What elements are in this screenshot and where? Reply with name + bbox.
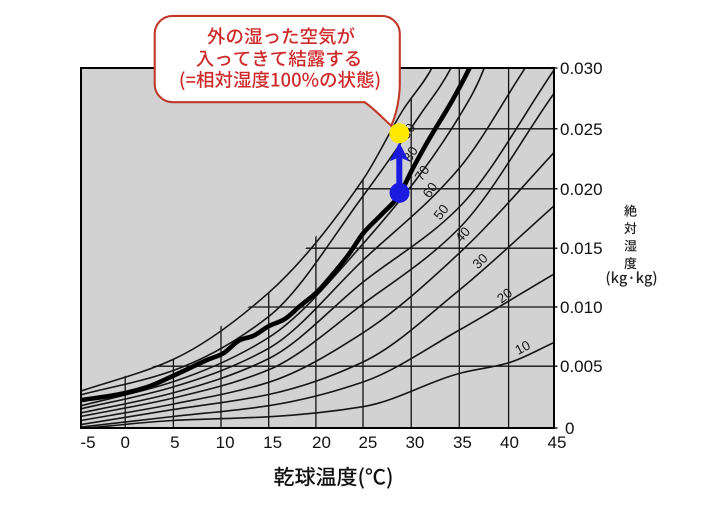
svg-text:40: 40 [500, 433, 519, 452]
svg-text:0.015: 0.015 [560, 239, 603, 258]
svg-text:45: 45 [548, 433, 567, 452]
svg-text:20: 20 [312, 433, 331, 452]
svg-text:20: 20 [494, 285, 515, 306]
svg-text:0.005: 0.005 [560, 357, 603, 376]
svg-text:0.030: 0.030 [560, 59, 603, 78]
svg-text:0.025: 0.025 [560, 120, 603, 139]
svg-text:30: 30 [405, 433, 424, 452]
svg-text:25: 25 [358, 433, 377, 452]
svg-text:10: 10 [512, 338, 532, 358]
svg-text:50: 50 [431, 202, 452, 223]
svg-text:70: 70 [412, 163, 433, 184]
svg-text:0: 0 [120, 433, 129, 452]
svg-text:5: 5 [170, 433, 179, 452]
svg-text:10: 10 [216, 433, 235, 452]
svg-text:35: 35 [453, 433, 472, 452]
svg-text:15: 15 [263, 433, 282, 452]
svg-text:-5: -5 [80, 433, 95, 452]
svg-text:60: 60 [420, 180, 441, 201]
svg-text:0: 0 [565, 419, 574, 438]
svg-text:0.010: 0.010 [560, 298, 603, 317]
svg-text:40: 40 [452, 224, 473, 245]
svg-text:0.020: 0.020 [560, 180, 603, 199]
